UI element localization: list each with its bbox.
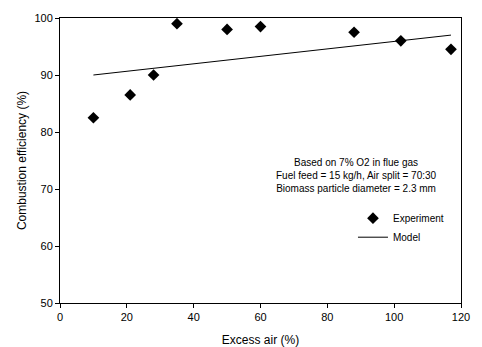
svg-text:40: 40 (188, 311, 200, 323)
svg-text:0: 0 (57, 311, 63, 323)
svg-text:100: 100 (385, 311, 403, 323)
svg-text:70: 70 (41, 183, 53, 195)
svg-text:90: 90 (41, 69, 53, 81)
svg-text:120: 120 (452, 311, 470, 323)
svg-text:Combustion efficiency (%): Combustion efficiency (%) (15, 91, 29, 230)
svg-text:100: 100 (34, 12, 52, 24)
svg-text:80: 80 (41, 126, 53, 138)
svg-text:20: 20 (121, 311, 133, 323)
svg-text:Excess air (%): Excess air (%) (222, 333, 299, 347)
svg-text:50: 50 (41, 297, 53, 309)
svg-text:80: 80 (321, 311, 333, 323)
svg-text:60: 60 (41, 240, 53, 252)
svg-text:60: 60 (254, 311, 266, 323)
svg-text:Model: Model (393, 232, 420, 243)
svg-text:Experiment: Experiment (393, 213, 444, 224)
svg-text:Based on 7% O2 in flue gasFuel: Based on 7% O2 in flue gasFuel feed = 15… (276, 157, 437, 194)
